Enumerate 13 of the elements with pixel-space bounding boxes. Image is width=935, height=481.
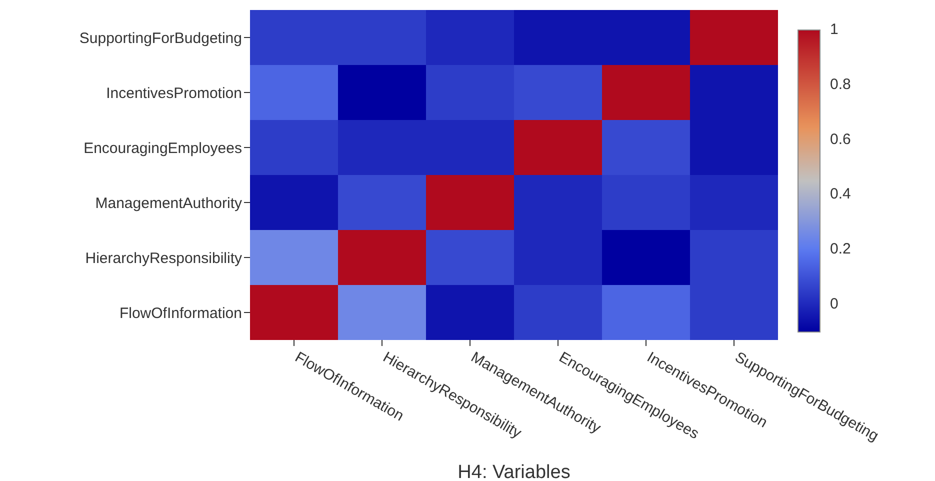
y-tick-label: IncentivesPromotion xyxy=(106,84,242,102)
color-bar-label: 1 xyxy=(830,20,838,38)
y-tick-label: FlowOfInformation xyxy=(119,304,242,322)
y-tick-label: HierarchyResponsibility xyxy=(85,250,242,267)
color-bar-label: 0 xyxy=(830,296,838,313)
y-tick-label: EncouragingEmployees xyxy=(84,140,242,157)
x-axis-title: H4: Variables xyxy=(458,462,570,481)
color-bar-label: 0.2 xyxy=(830,240,851,258)
color-bar-label: 0.8 xyxy=(830,76,851,93)
color-bar-label: 0.4 xyxy=(830,186,851,203)
color-bar-label: 0.6 xyxy=(830,130,851,148)
y-tick-label: SupportingForBudgeting xyxy=(79,30,242,47)
y-tick-label: ManagementAuthority xyxy=(95,194,242,212)
